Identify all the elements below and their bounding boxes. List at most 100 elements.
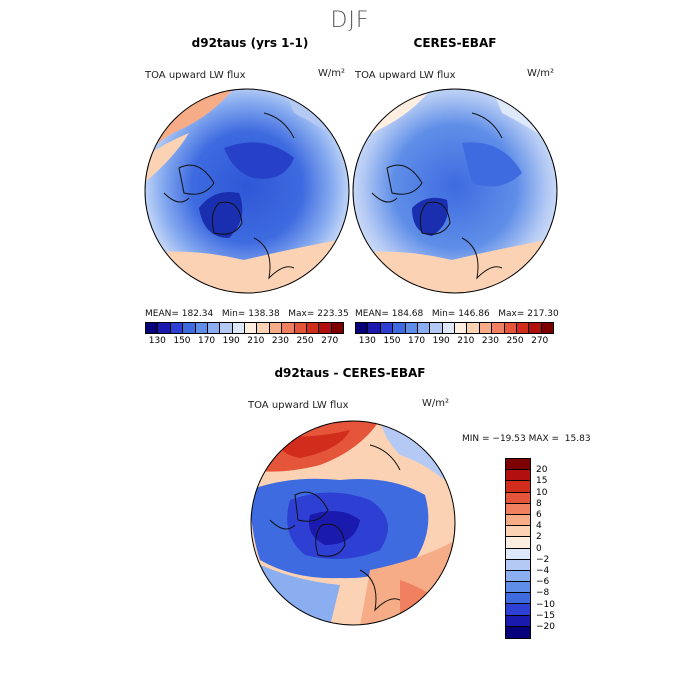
- colorbar-swatch: [430, 323, 443, 333]
- panel-units-model: W/m²: [318, 68, 346, 79]
- diff-stats: MIN = −19.53 MAX = 15.83: [462, 434, 591, 444]
- colorbar-tick-label: 150: [383, 336, 401, 346]
- colorbar-swatch: [506, 481, 530, 493]
- colorbar-swatch: [442, 323, 455, 333]
- colorbar-tick-label: 250: [506, 336, 524, 346]
- colorbar-swatch: [368, 323, 381, 333]
- colorbar-tick-label: 2: [536, 532, 542, 543]
- colorbar-swatch: [405, 323, 418, 333]
- colorbar-model: [145, 322, 344, 334]
- colorbar-tick-label: 190: [432, 336, 450, 346]
- colorbar-swatch: [455, 323, 468, 333]
- colorbar-swatch: [146, 323, 159, 333]
- colorbar-tick-label: 230: [481, 336, 500, 346]
- colorbar-swatch: [269, 323, 283, 333]
- colorbar-tick-label: 15: [536, 476, 548, 487]
- colorbar-obs: [355, 322, 554, 334]
- colorbar-tick-label: 10: [536, 487, 548, 498]
- colorbar-swatch: [506, 526, 530, 538]
- colorbar-swatch: [479, 323, 493, 333]
- colorbar-tick-label: 8: [536, 498, 542, 509]
- polar-map-obs: [352, 88, 558, 294]
- colorbar-tick-label: 0: [536, 543, 542, 554]
- colorbar-swatch: [506, 459, 530, 471]
- colorbar-tick-label: 270: [531, 336, 549, 346]
- colorbar-tick-label: 130: [358, 336, 376, 346]
- colorbar-swatch: [380, 323, 394, 333]
- colorbar-tick-label: 210: [457, 336, 475, 346]
- colorbar-tick-label: 210: [247, 336, 265, 346]
- panel-units-obs: W/m²: [527, 68, 555, 79]
- colorbar-swatch: [294, 323, 307, 333]
- colorbar-swatch: [282, 323, 295, 333]
- colorbar-tick-label: 170: [197, 336, 216, 346]
- colorbar-tick-label: 170: [407, 336, 426, 346]
- colorbar-swatch: [492, 323, 505, 333]
- colorbar-swatch: [207, 323, 221, 333]
- colorbar-swatch: [417, 323, 431, 333]
- colorbar-tick-label: −4: [536, 566, 550, 576]
- colorbar-tick-label: 4: [536, 521, 542, 532]
- colorbar-swatch: [331, 323, 343, 333]
- panel-title-model: d92taus (yrs 1-1): [191, 36, 309, 50]
- colorbar-tick-label: −10: [536, 599, 555, 610]
- colorbar-swatch: [516, 323, 530, 333]
- colorbar-tick-label: 130: [148, 336, 166, 346]
- colorbar-swatch: [506, 559, 530, 571]
- colorbar-swatch: [506, 570, 530, 583]
- panel-stats-model: MEAN= 182.34 Min= 138.38 Max= 223.35: [145, 309, 349, 319]
- colorbar-tick-label: 150: [173, 336, 191, 346]
- colorbar-swatch: [506, 514, 530, 527]
- colorbar-swatch: [506, 470, 530, 482]
- diff-title: d92taus - CERES-EBAF: [274, 366, 426, 380]
- colorbar-tick-label: 230: [271, 336, 290, 346]
- polar-map-diff: [250, 420, 456, 626]
- colorbar-swatch: [506, 582, 530, 594]
- colorbar-swatch: [504, 323, 517, 333]
- colorbar-swatch: [506, 604, 530, 616]
- colorbar-tick-label: 20: [536, 465, 548, 476]
- colorbar-tick-label: −2: [536, 554, 550, 565]
- panel-variable-obs: TOA upward LW flux: [355, 70, 456, 81]
- colorbar-swatch: [356, 323, 369, 333]
- colorbar-tick-label: −15: [536, 610, 555, 621]
- colorbar-swatch: [506, 548, 530, 560]
- colorbar-diff: [505, 458, 531, 639]
- colorbar-swatch: [467, 323, 480, 333]
- panel-variable-model: TOA upward LW flux: [145, 70, 246, 81]
- colorbar-swatch: [245, 323, 258, 333]
- colorbar-tick-label: 270: [321, 336, 339, 346]
- colorbar-swatch: [506, 537, 530, 549]
- colorbar-swatch: [506, 503, 530, 515]
- diff-variable: TOA upward LW flux: [248, 400, 349, 411]
- colorbar-swatch: [306, 323, 320, 333]
- colorbar-swatch: [170, 323, 184, 333]
- colorbar-tick-label: 190: [222, 336, 240, 346]
- colorbar-swatch: [195, 323, 208, 333]
- colorbar-swatch: [506, 626, 530, 638]
- colorbar-tick-label: 250: [296, 336, 314, 346]
- colorbar-swatch: [319, 323, 332, 333]
- colorbar-swatch: [506, 615, 530, 627]
- diff-units: W/m²: [422, 398, 450, 409]
- colorbar-tick-label: −6: [536, 577, 550, 588]
- colorbar-swatch: [257, 323, 270, 333]
- panel-title-obs: CERES-EBAF: [413, 36, 497, 50]
- colorbar-swatch: [506, 492, 530, 504]
- polar-map-model: [144, 88, 350, 294]
- colorbar-swatch: [220, 323, 233, 333]
- colorbar-swatch: [529, 323, 542, 333]
- colorbar-swatch: [393, 323, 406, 333]
- colorbar-tick-label: −20: [536, 622, 555, 632]
- colorbar-ticks-model: 130 150 170 190 210 230 250 270: [145, 336, 342, 348]
- figure-title: DJF: [330, 8, 370, 33]
- panel-stats-obs: MEAN= 184.68 Min= 146.86 Max= 217.30: [355, 309, 559, 319]
- colorbar-tick-label: −8: [536, 588, 550, 599]
- colorbar-swatch: [183, 323, 196, 333]
- colorbar-swatch: [541, 323, 553, 333]
- colorbar-tick-label: 6: [536, 510, 542, 520]
- colorbar-swatch: [232, 323, 245, 333]
- colorbar-swatch: [506, 593, 530, 605]
- colorbar-ticks-obs: 130 150 170 190 210 230 250 270: [355, 336, 552, 348]
- colorbar-swatch: [158, 323, 171, 333]
